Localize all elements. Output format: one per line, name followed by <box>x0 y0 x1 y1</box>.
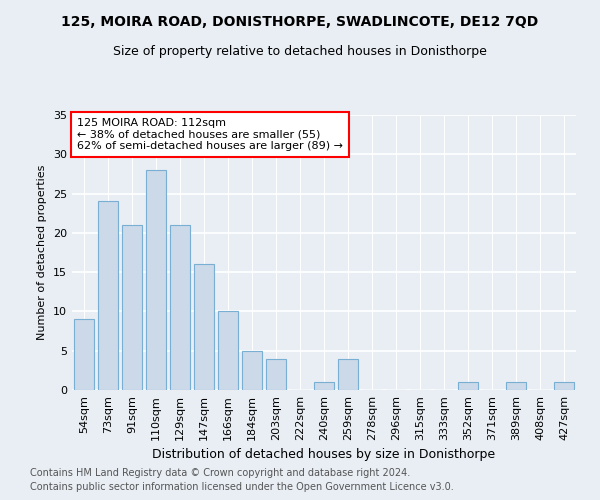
Bar <box>122 225 142 390</box>
Bar <box>338 358 358 390</box>
Text: Size of property relative to detached houses in Donisthorpe: Size of property relative to detached ho… <box>113 45 487 58</box>
Y-axis label: Number of detached properties: Number of detached properties <box>37 165 47 340</box>
Text: Contains public sector information licensed under the Open Government Licence v3: Contains public sector information licen… <box>30 482 454 492</box>
Bar <box>314 382 334 390</box>
X-axis label: Distribution of detached houses by size in Donisthorpe: Distribution of detached houses by size … <box>152 448 496 462</box>
Bar <box>74 320 94 390</box>
Bar <box>218 312 238 390</box>
Bar <box>242 350 262 390</box>
Bar <box>98 202 118 390</box>
Text: 125, MOIRA ROAD, DONISTHORPE, SWADLINCOTE, DE12 7QD: 125, MOIRA ROAD, DONISTHORPE, SWADLINCOT… <box>61 15 539 29</box>
Text: Contains HM Land Registry data © Crown copyright and database right 2024.: Contains HM Land Registry data © Crown c… <box>30 468 410 477</box>
Bar <box>506 382 526 390</box>
Bar <box>146 170 166 390</box>
Bar <box>458 382 478 390</box>
Text: 125 MOIRA ROAD: 112sqm
← 38% of detached houses are smaller (55)
62% of semi-det: 125 MOIRA ROAD: 112sqm ← 38% of detached… <box>77 118 343 151</box>
Bar <box>554 382 574 390</box>
Bar <box>194 264 214 390</box>
Bar <box>266 358 286 390</box>
Bar <box>170 225 190 390</box>
